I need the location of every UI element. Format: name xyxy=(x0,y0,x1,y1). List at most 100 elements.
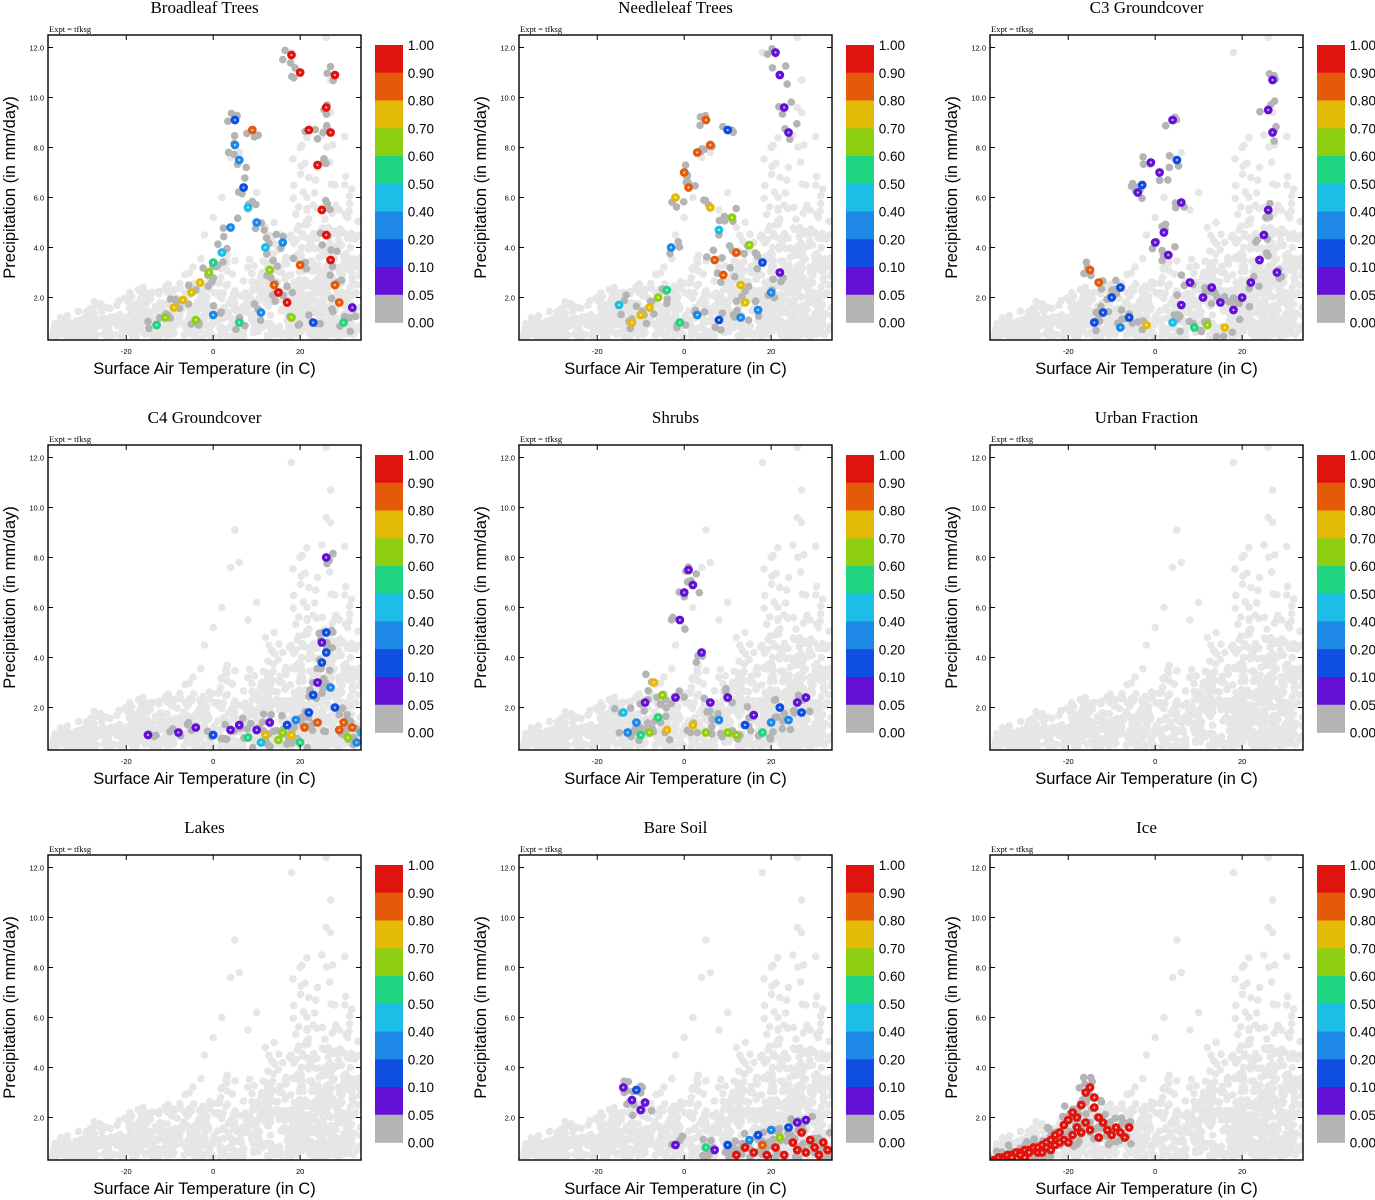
background-point xyxy=(680,213,688,222)
y-tick-label: 8.0 xyxy=(976,144,986,153)
data-point-center xyxy=(739,316,742,319)
data-point-center xyxy=(639,313,642,317)
data-point-center xyxy=(1232,308,1235,312)
background-point xyxy=(1160,193,1168,202)
background-point xyxy=(1231,181,1240,190)
background-point xyxy=(334,236,343,245)
background-point xyxy=(354,627,361,636)
colorbar-label: 0.20 xyxy=(408,232,434,247)
background-point xyxy=(1067,288,1076,297)
zero-point xyxy=(717,278,725,287)
background-point xyxy=(1276,236,1285,245)
background-point xyxy=(204,715,213,724)
background-point xyxy=(175,313,184,322)
background-point xyxy=(826,322,832,330)
background-point xyxy=(215,687,223,696)
background-point xyxy=(746,230,754,238)
background-point xyxy=(217,704,226,713)
background-point xyxy=(1279,298,1288,307)
background-point xyxy=(696,323,705,331)
background-point xyxy=(1231,155,1239,163)
background-point xyxy=(222,282,230,290)
zero-point xyxy=(311,125,320,134)
zero-point xyxy=(288,288,297,297)
background-point xyxy=(1164,282,1172,290)
data-point-center xyxy=(190,291,193,294)
colorbar-segment xyxy=(1317,100,1345,129)
zero-point xyxy=(318,241,327,249)
zero-point xyxy=(269,256,277,265)
background-point xyxy=(586,296,594,305)
zero-point xyxy=(219,232,228,241)
background-point xyxy=(723,188,732,197)
background-point xyxy=(1165,259,1173,267)
background-point xyxy=(816,322,824,331)
colorbar-label: 0.00 xyxy=(1350,316,1375,331)
zero-point xyxy=(279,232,287,241)
data-point-center xyxy=(783,106,786,109)
background-point xyxy=(298,141,306,150)
background-point xyxy=(664,320,672,329)
zero-point xyxy=(1117,306,1126,314)
background-point xyxy=(1129,284,1138,293)
background-point xyxy=(805,236,814,245)
plot-frame xyxy=(47,34,362,341)
background-point xyxy=(1005,312,1014,320)
background-point xyxy=(577,304,585,313)
background-point xyxy=(1253,176,1262,185)
data-point-center xyxy=(1258,258,1261,262)
background-point xyxy=(164,327,172,335)
background-point xyxy=(1022,324,1031,332)
background-point xyxy=(789,203,798,212)
background-point xyxy=(1245,133,1253,142)
background-point xyxy=(675,305,684,314)
colorbar-label: 0.90 xyxy=(879,66,905,81)
background-point xyxy=(671,231,680,239)
background-point xyxy=(154,698,162,707)
background-point xyxy=(322,143,331,151)
background-point xyxy=(1212,240,1221,248)
panel-title: C3 Groundcover xyxy=(1090,0,1204,17)
data-point-center xyxy=(1249,281,1252,284)
background-point xyxy=(1126,292,1134,300)
background-point xyxy=(250,280,258,289)
zero-point xyxy=(778,110,787,118)
background-point xyxy=(175,689,184,698)
data-point-center xyxy=(696,313,699,317)
x-tick-label: -20 xyxy=(121,347,132,356)
background-point xyxy=(181,270,189,279)
background-point xyxy=(736,231,744,240)
background-point xyxy=(248,269,256,278)
background-point xyxy=(626,308,634,317)
background-point xyxy=(294,203,303,211)
background-point xyxy=(309,229,318,238)
data-point-center xyxy=(268,268,271,272)
background-point xyxy=(314,275,323,284)
zero-point xyxy=(1245,302,1254,311)
background-point xyxy=(199,288,207,297)
background-point xyxy=(98,717,106,726)
background-point xyxy=(289,663,298,672)
data-point-center xyxy=(630,321,634,324)
zero-point xyxy=(1207,299,1216,308)
zero-point xyxy=(230,150,238,159)
zero-point xyxy=(754,312,763,320)
background-point xyxy=(1212,218,1220,227)
background-point xyxy=(793,35,802,42)
colorbar-segment xyxy=(375,100,403,129)
background-point xyxy=(1048,314,1057,323)
y-tick-label: 4.0 xyxy=(505,244,515,253)
data-point-center xyxy=(1158,171,1161,174)
data-point-center xyxy=(299,71,302,74)
background-point xyxy=(1207,231,1215,240)
zero-point xyxy=(1262,249,1271,257)
data-point-center xyxy=(678,321,681,324)
y-tick-label: 10.0 xyxy=(500,94,515,103)
background-point xyxy=(324,330,333,339)
zero-point xyxy=(717,326,725,334)
data-point-center xyxy=(1162,231,1165,234)
data-point-center xyxy=(1271,78,1274,82)
background-point xyxy=(1140,333,1149,340)
zero-point xyxy=(326,62,335,71)
background-point xyxy=(685,288,694,297)
